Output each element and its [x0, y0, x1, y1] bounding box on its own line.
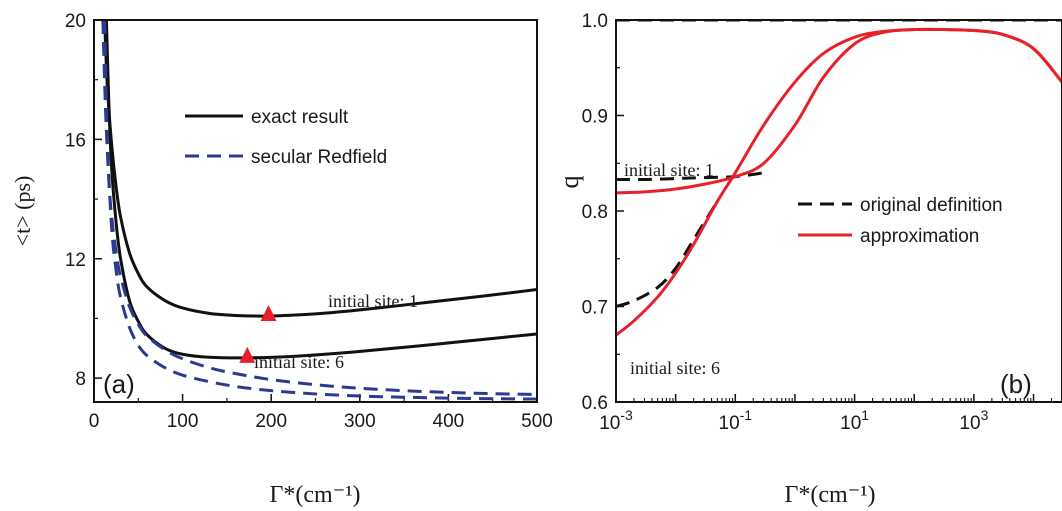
- annotation-site-6-a: initial site: 6: [254, 352, 344, 372]
- b-xtick-label: 103: [959, 407, 988, 434]
- b-ytick-label: 0.7: [582, 298, 608, 319]
- a-ytick-label: 16: [65, 130, 86, 151]
- a-xtick-label: 400: [433, 411, 465, 432]
- a-series-line-0: [103, 20, 537, 318]
- b-series-line-1: [616, 200, 719, 308]
- a-marker-triangle-1: [239, 346, 256, 363]
- panel-a-ylabel: <t> (ps): [10, 176, 35, 247]
- panel-b-ylabel: q: [555, 176, 584, 189]
- legend-entry-redfield: secular Redfield: [251, 147, 387, 168]
- a-ytick-label: 12: [65, 250, 86, 271]
- a-ytick-label: 8: [75, 369, 86, 390]
- panel-a-legend: exact result secular Redfield: [185, 107, 387, 168]
- a-series-line-2: [101, 20, 537, 397]
- b-ytick-label: 0.8: [582, 202, 608, 223]
- b-series-line-3: [616, 27, 1062, 337]
- panel-a-frame: [93, 19, 538, 403]
- legend-entry-original: original definition: [860, 195, 1003, 216]
- a-xtick-label: 0: [89, 411, 100, 432]
- legend-entry-exact: exact result: [251, 107, 349, 128]
- b-ytick-label: 1.0: [582, 11, 608, 32]
- annotation-site-6-b: initial site: 6: [630, 358, 720, 378]
- b-xtick-label: 10-1: [719, 407, 753, 434]
- a-xtick-label: 500: [521, 411, 553, 432]
- a-xtick-label: 300: [344, 411, 376, 432]
- annotation-site-1-a: initial site: 1: [328, 291, 418, 311]
- a-xtick-label: 100: [167, 411, 199, 432]
- annotation-site-1-b: initial site: 1: [624, 160, 714, 180]
- a-marker-triangle-0: [260, 305, 277, 322]
- panel-a: 0 100 200 300 400 500 8 12 16 20 <t> (ps) Γ*(cm⁻¹…: [10, 11, 553, 508]
- a-series-line-3: [103, 20, 537, 401]
- b-xtick-label: 101: [840, 407, 869, 434]
- panel-a-markers: [239, 305, 277, 363]
- panel-b-series: [616, 20, 1062, 337]
- panel-b-frame: [615, 19, 1062, 403]
- a-xtick-label: 200: [255, 411, 287, 432]
- a-ytick-label: 20: [65, 11, 86, 32]
- panel-a-xlabel: Γ*(cm⁻¹): [269, 482, 360, 508]
- panel-label-b: (b): [1000, 369, 1032, 399]
- panel-b-xlabel: Γ*(cm⁻¹): [784, 482, 875, 508]
- panel-label-a: (a): [103, 369, 135, 399]
- panel-b: 10-3 10-1 101 103 0.6 0.7 0.8 0.9 1.0 q Γ*(cm⁻¹)…: [555, 11, 1062, 508]
- b-xtick-label: 10-3: [599, 407, 633, 434]
- panel-b-legend: original definition approximation: [798, 195, 1003, 247]
- legend-entry-approx: approximation: [860, 226, 979, 247]
- panel-a-series: [101, 20, 537, 401]
- a-series-line-1: [104, 20, 537, 360]
- panel-b-ticks: 10-3 10-1 101 103 0.6 0.7 0.8 0.9 1.0: [582, 11, 1062, 434]
- b-ytick-label: 0.6: [582, 393, 608, 414]
- b-ytick-label: 0.9: [582, 107, 608, 128]
